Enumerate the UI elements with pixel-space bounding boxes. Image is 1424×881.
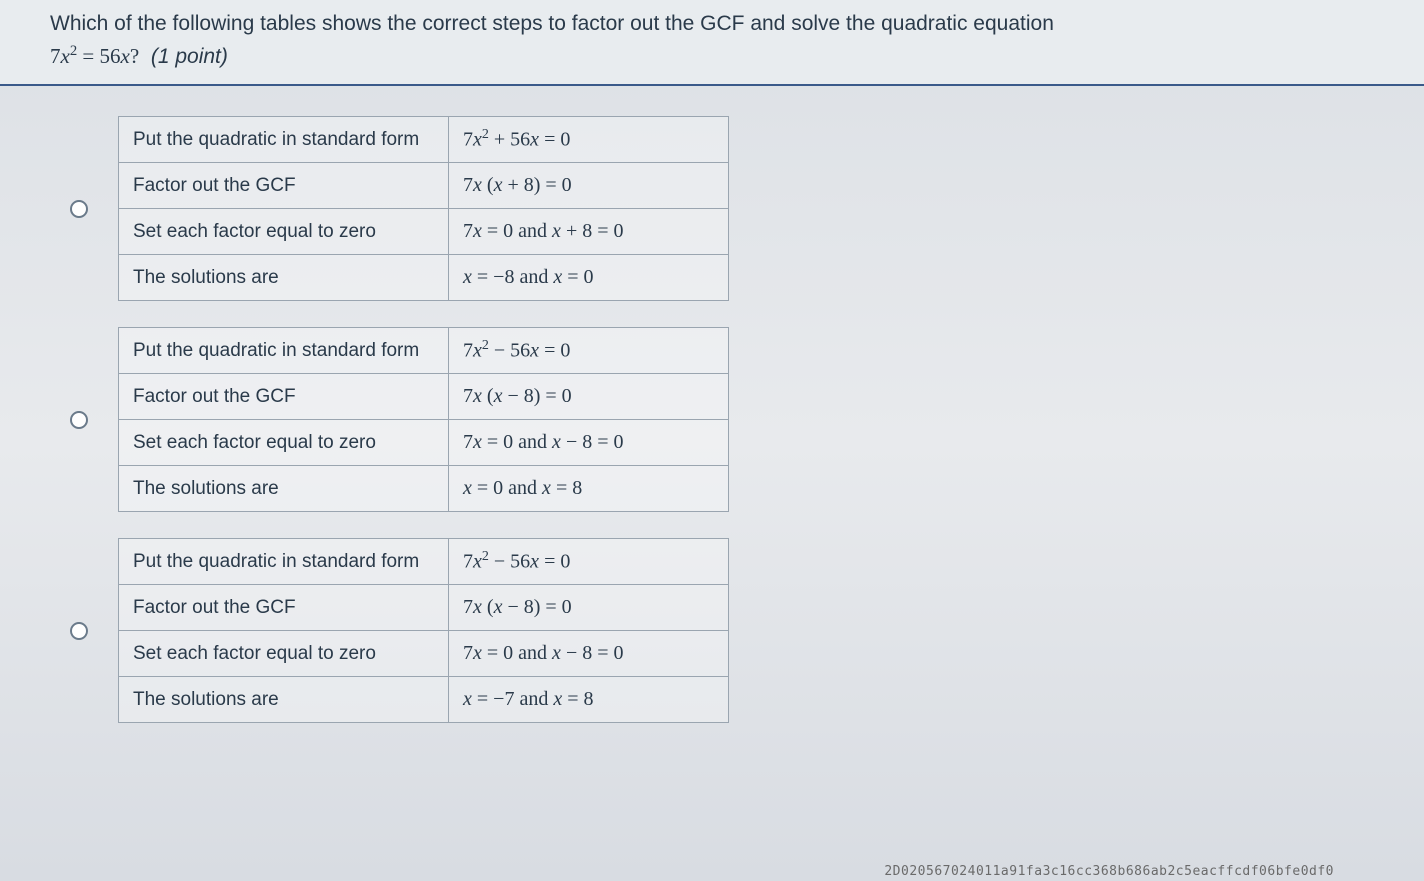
table-row: Factor out the GCF 7x (x − 8) = 0	[119, 374, 729, 420]
question-points: (1 point)	[151, 45, 228, 68]
option-3[interactable]: Put the quadratic in standard form 7x2 −…	[70, 538, 1374, 723]
step-label: Put the quadratic in standard form	[119, 328, 449, 374]
question-header: Which of the following tables shows the …	[0, 0, 1424, 86]
table-row: Put the quadratic in standard form 7x2 −…	[119, 539, 729, 585]
step-label: Set each factor equal to zero	[119, 209, 449, 255]
steps-table-2: Put the quadratic in standard form 7x2 −…	[118, 327, 729, 512]
step-value: 7x2 − 56x = 0	[449, 539, 729, 585]
step-label: Set each factor equal to zero	[119, 420, 449, 466]
step-value: 7x (x − 8) = 0	[449, 374, 729, 420]
radio-icon[interactable]	[70, 411, 88, 429]
table-row: The solutions are x = −8 and x = 0	[119, 255, 729, 301]
steps-table-3: Put the quadratic in standard form 7x2 −…	[118, 538, 729, 723]
radio-icon[interactable]	[70, 622, 88, 640]
step-label: Factor out the GCF	[119, 163, 449, 209]
step-label: Put the quadratic in standard form	[119, 539, 449, 585]
steps-table-1: Put the quadratic in standard form 7x2 +…	[118, 116, 729, 301]
options-area: Put the quadratic in standard form 7x2 +…	[0, 86, 1424, 723]
step-label: Factor out the GCF	[119, 585, 449, 631]
table-row: Set each factor equal to zero 7x = 0 and…	[119, 209, 729, 255]
table-row: Factor out the GCF 7x (x + 8) = 0	[119, 163, 729, 209]
step-value: 7x2 + 56x = 0	[449, 117, 729, 163]
question-equation: 7x2 = 56x?	[50, 44, 139, 68]
step-label: The solutions are	[119, 466, 449, 512]
option-1[interactable]: Put the quadratic in standard form 7x2 +…	[70, 116, 1374, 301]
table-row: Set each factor equal to zero 7x = 0 and…	[119, 420, 729, 466]
step-value: 7x = 0 and x − 8 = 0	[449, 631, 729, 677]
radio-icon[interactable]	[70, 200, 88, 218]
step-value: 7x = 0 and x + 8 = 0	[449, 209, 729, 255]
table-row: Put the quadratic in standard form 7x2 +…	[119, 117, 729, 163]
step-value: x = −7 and x = 8	[449, 677, 729, 723]
table-row: The solutions are x = −7 and x = 8	[119, 677, 729, 723]
step-value: 7x2 − 56x = 0	[449, 328, 729, 374]
step-label: The solutions are	[119, 677, 449, 723]
step-value: 7x = 0 and x − 8 = 0	[449, 420, 729, 466]
footer-hash: 2D020567024011a91fa3c16cc368b686ab2c5eac…	[884, 864, 1334, 879]
table-row: Factor out the GCF 7x (x − 8) = 0	[119, 585, 729, 631]
option-2[interactable]: Put the quadratic in standard form 7x2 −…	[70, 327, 1374, 512]
step-value: x = 0 and x = 8	[449, 466, 729, 512]
step-value: x = −8 and x = 0	[449, 255, 729, 301]
question-text: Which of the following tables shows the …	[50, 12, 1054, 35]
table-row: Set each factor equal to zero 7x = 0 and…	[119, 631, 729, 677]
step-label: Put the quadratic in standard form	[119, 117, 449, 163]
step-label: Factor out the GCF	[119, 374, 449, 420]
table-row: The solutions are x = 0 and x = 8	[119, 466, 729, 512]
table-row: Put the quadratic in standard form 7x2 −…	[119, 328, 729, 374]
step-value: 7x (x + 8) = 0	[449, 163, 729, 209]
step-label: The solutions are	[119, 255, 449, 301]
step-label: Set each factor equal to zero	[119, 631, 449, 677]
step-value: 7x (x − 8) = 0	[449, 585, 729, 631]
